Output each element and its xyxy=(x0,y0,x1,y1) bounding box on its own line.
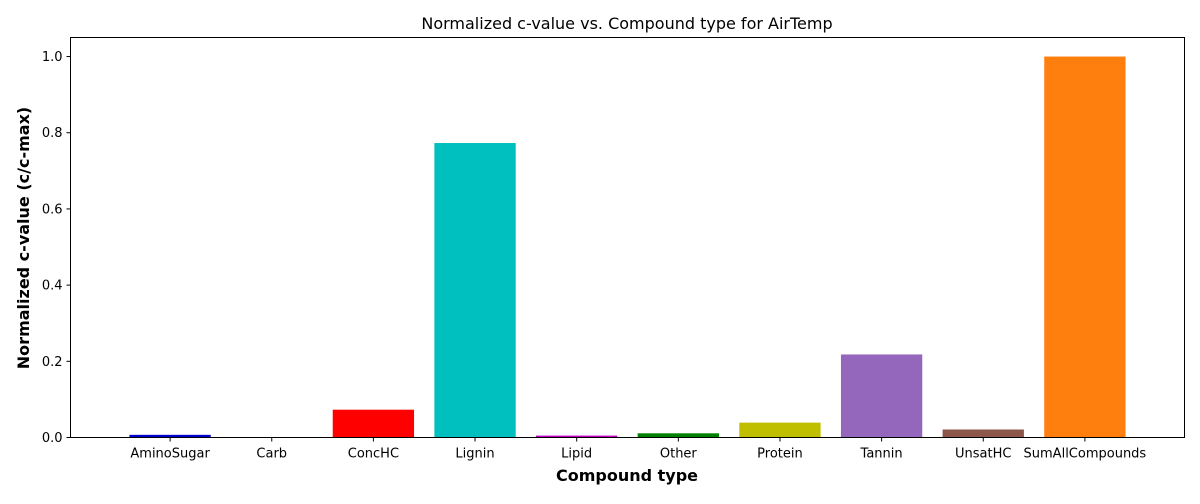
y-tick-label: 0.2 xyxy=(42,355,63,370)
x-tick-label: Lipid xyxy=(561,447,592,462)
bar-other xyxy=(637,433,719,438)
y-axis-title: Normalized c-value (c/c-max) xyxy=(14,107,33,369)
x-tick-label: Carb xyxy=(256,447,287,462)
bar-protein xyxy=(739,422,821,438)
chart-title: Normalized c-value vs. Compound type for… xyxy=(421,14,832,33)
bar-sumallcompounds xyxy=(1044,56,1126,438)
bar-lipid xyxy=(536,435,618,438)
x-tick-label: UnsatHC xyxy=(955,447,1011,462)
bar-aminosugar xyxy=(129,434,211,438)
x-tick-label: AminoSugar xyxy=(130,447,210,462)
y-tick-label: 0.4 xyxy=(42,279,63,294)
x-axis: AminoSugar Carb ConcHC Lignin Lipid Other Prot… xyxy=(130,437,1147,462)
bars-group xyxy=(129,56,1126,438)
x-axis-title: Compound type xyxy=(556,466,698,485)
y-tick-label: 0.8 xyxy=(42,126,63,141)
x-tick-label: Tannin xyxy=(860,447,903,462)
y-tick-label: 1.0 xyxy=(42,50,63,65)
plot-frame xyxy=(70,37,1185,438)
bar-lignin xyxy=(434,143,516,438)
x-tick-label: SumAllCompounds xyxy=(1024,447,1147,462)
x-tick-label: Lignin xyxy=(455,447,494,462)
x-tick-label: Protein xyxy=(757,447,803,462)
x-tick-label: ConcHC xyxy=(348,447,399,462)
bar-tannin xyxy=(840,354,923,438)
y-tick-label: 0.6 xyxy=(42,202,63,217)
y-axis: 0.0 0.2 0.4 0.6 0.8 1.0 xyxy=(42,50,71,446)
x-tick-label: Other xyxy=(660,447,698,462)
y-tick-label: 0.0 xyxy=(42,431,63,446)
bar-conchc xyxy=(332,409,415,438)
bar-unsathc xyxy=(942,429,1024,438)
